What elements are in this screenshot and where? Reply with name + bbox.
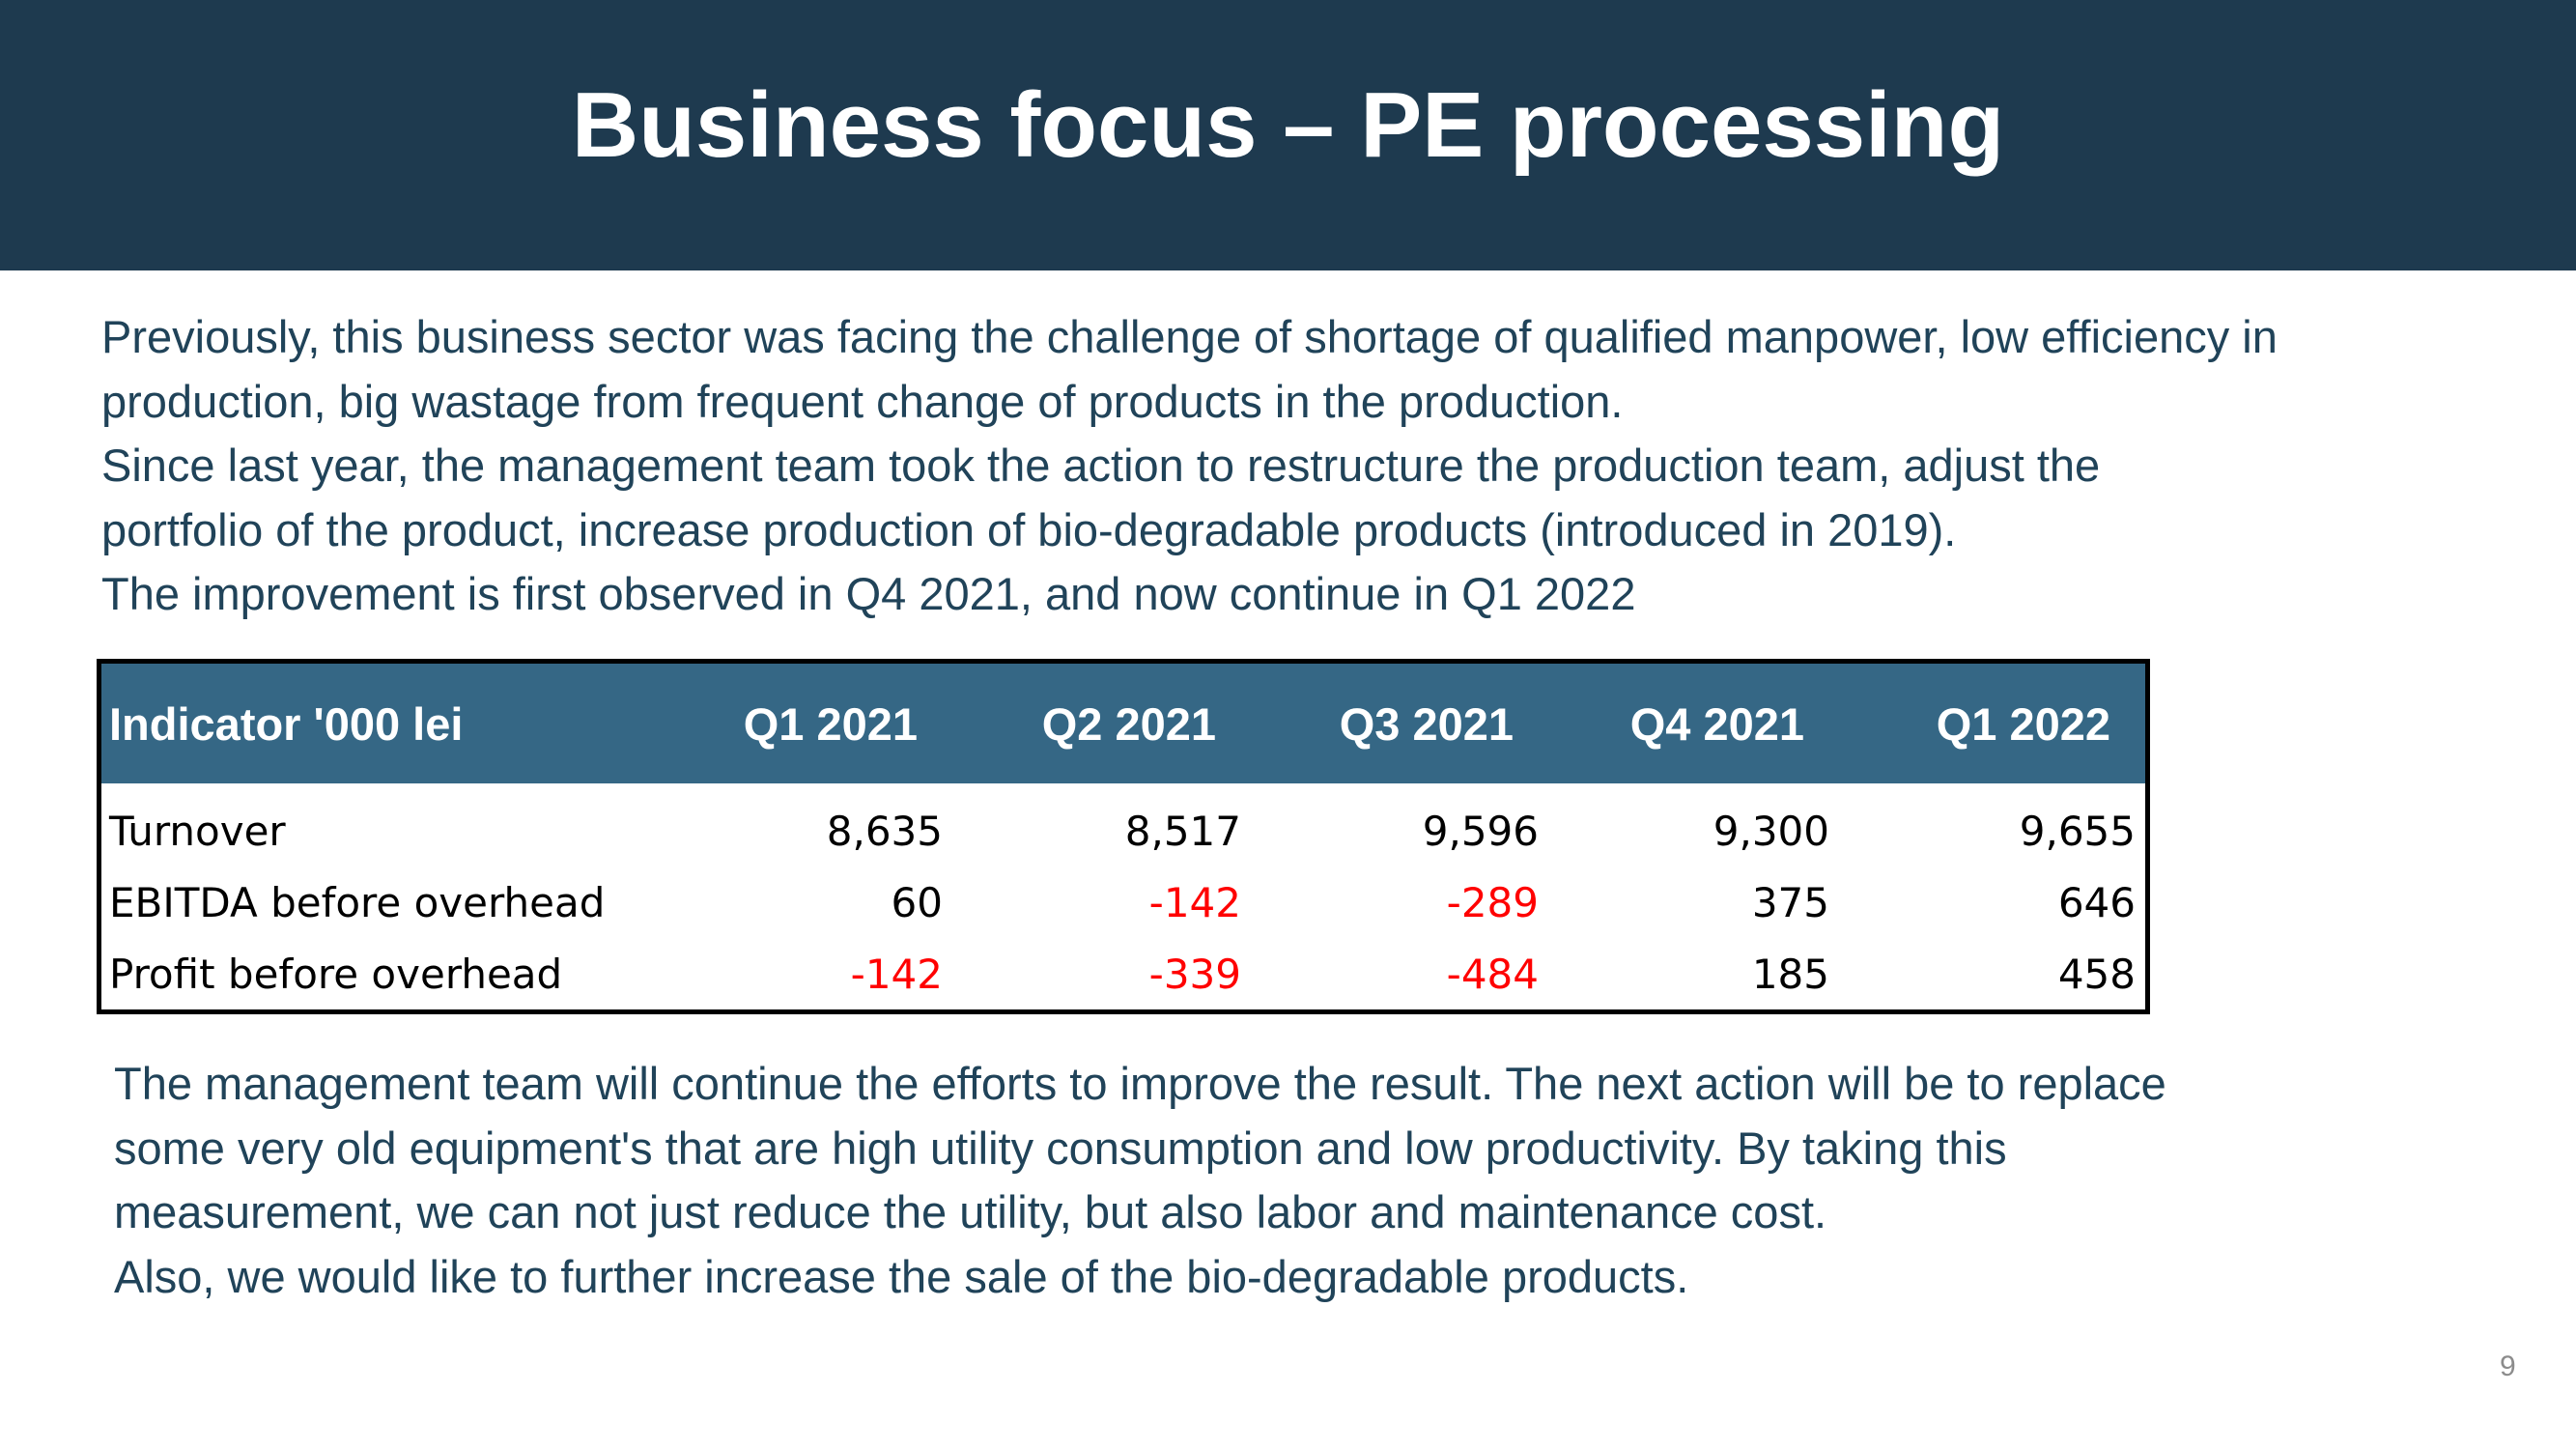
row-label: Turnover: [109, 807, 286, 855]
outro-line: some very old equipment's that are high …: [114, 1122, 2007, 1174]
value-cell: 375: [1751, 878, 1829, 926]
value-cell: -484: [1446, 950, 1539, 998]
value-cell: 8,517: [1124, 807, 1241, 855]
outro-paragraph: The management team will continue the ef…: [114, 1052, 2166, 1309]
value-cell: 9,655: [2019, 807, 2136, 855]
table-header-row: Indicator '000 lei Q1 2021 Q2 2021 Q3 20…: [101, 664, 2145, 783]
value-cell: 9,596: [1422, 807, 1539, 855]
intro-line: Since last year, the management team too…: [101, 440, 2101, 491]
value-cell: -339: [1148, 950, 1241, 998]
value-cell: -142: [1148, 878, 1241, 926]
header-cell: Q1 2022: [1936, 697, 2110, 750]
header-cell: Q2 2021: [1041, 697, 1216, 750]
value-cell: 60: [891, 878, 943, 926]
outro-line: measurement, we can not just reduce the …: [114, 1186, 1827, 1237]
value-cell: 9,300: [1713, 807, 1829, 855]
header-cell: Q4 2021: [1629, 697, 1804, 750]
title-banner: [0, 0, 2576, 270]
row-label: EBITDA before overhead: [109, 878, 606, 926]
row-label: Profit before overhead: [109, 950, 563, 998]
intro-paragraph: Previously, this business sector was fac…: [101, 305, 2278, 627]
value-cell: 646: [2057, 878, 2136, 926]
page-number: 9: [2500, 1350, 2516, 1382]
value-cell: -142: [850, 950, 943, 998]
intro-line: production, big wastage from frequent ch…: [101, 375, 1624, 427]
header-cell: Q1 2021: [743, 697, 918, 750]
intro-line: Previously, this business sector was fac…: [101, 311, 2278, 362]
header-cell: Q3 2021: [1339, 697, 1514, 750]
table-row: Profit before overhead -142 -339 -484 185 458: [101, 938, 2145, 1009]
value-cell: -289: [1446, 878, 1539, 926]
header-cell: Indicator '000 lei: [109, 697, 464, 750]
indicator-table: Indicator '000 lei Q1 2021 Q2 2021 Q3 20…: [97, 659, 2150, 1014]
value-cell: 185: [1751, 950, 1829, 998]
value-cell: 458: [2057, 950, 2136, 998]
outro-line: Also, we would like to further increase …: [114, 1250, 1689, 1302]
intro-line: The improvement is first observed in Q4 …: [101, 568, 1636, 619]
value-cell: 8,635: [826, 807, 943, 855]
table-row: Turnover 8,635 8,517 9,596 9,300 9,655: [101, 795, 2145, 867]
table-row: EBITDA before overhead 60 -142 -289 375 646: [101, 867, 2145, 938]
intro-line: portfolio of the product, increase produ…: [101, 503, 1957, 555]
slide-title: Business focus – PE processing: [571, 73, 2005, 177]
outro-line: The management team will continue the ef…: [114, 1058, 2166, 1109]
